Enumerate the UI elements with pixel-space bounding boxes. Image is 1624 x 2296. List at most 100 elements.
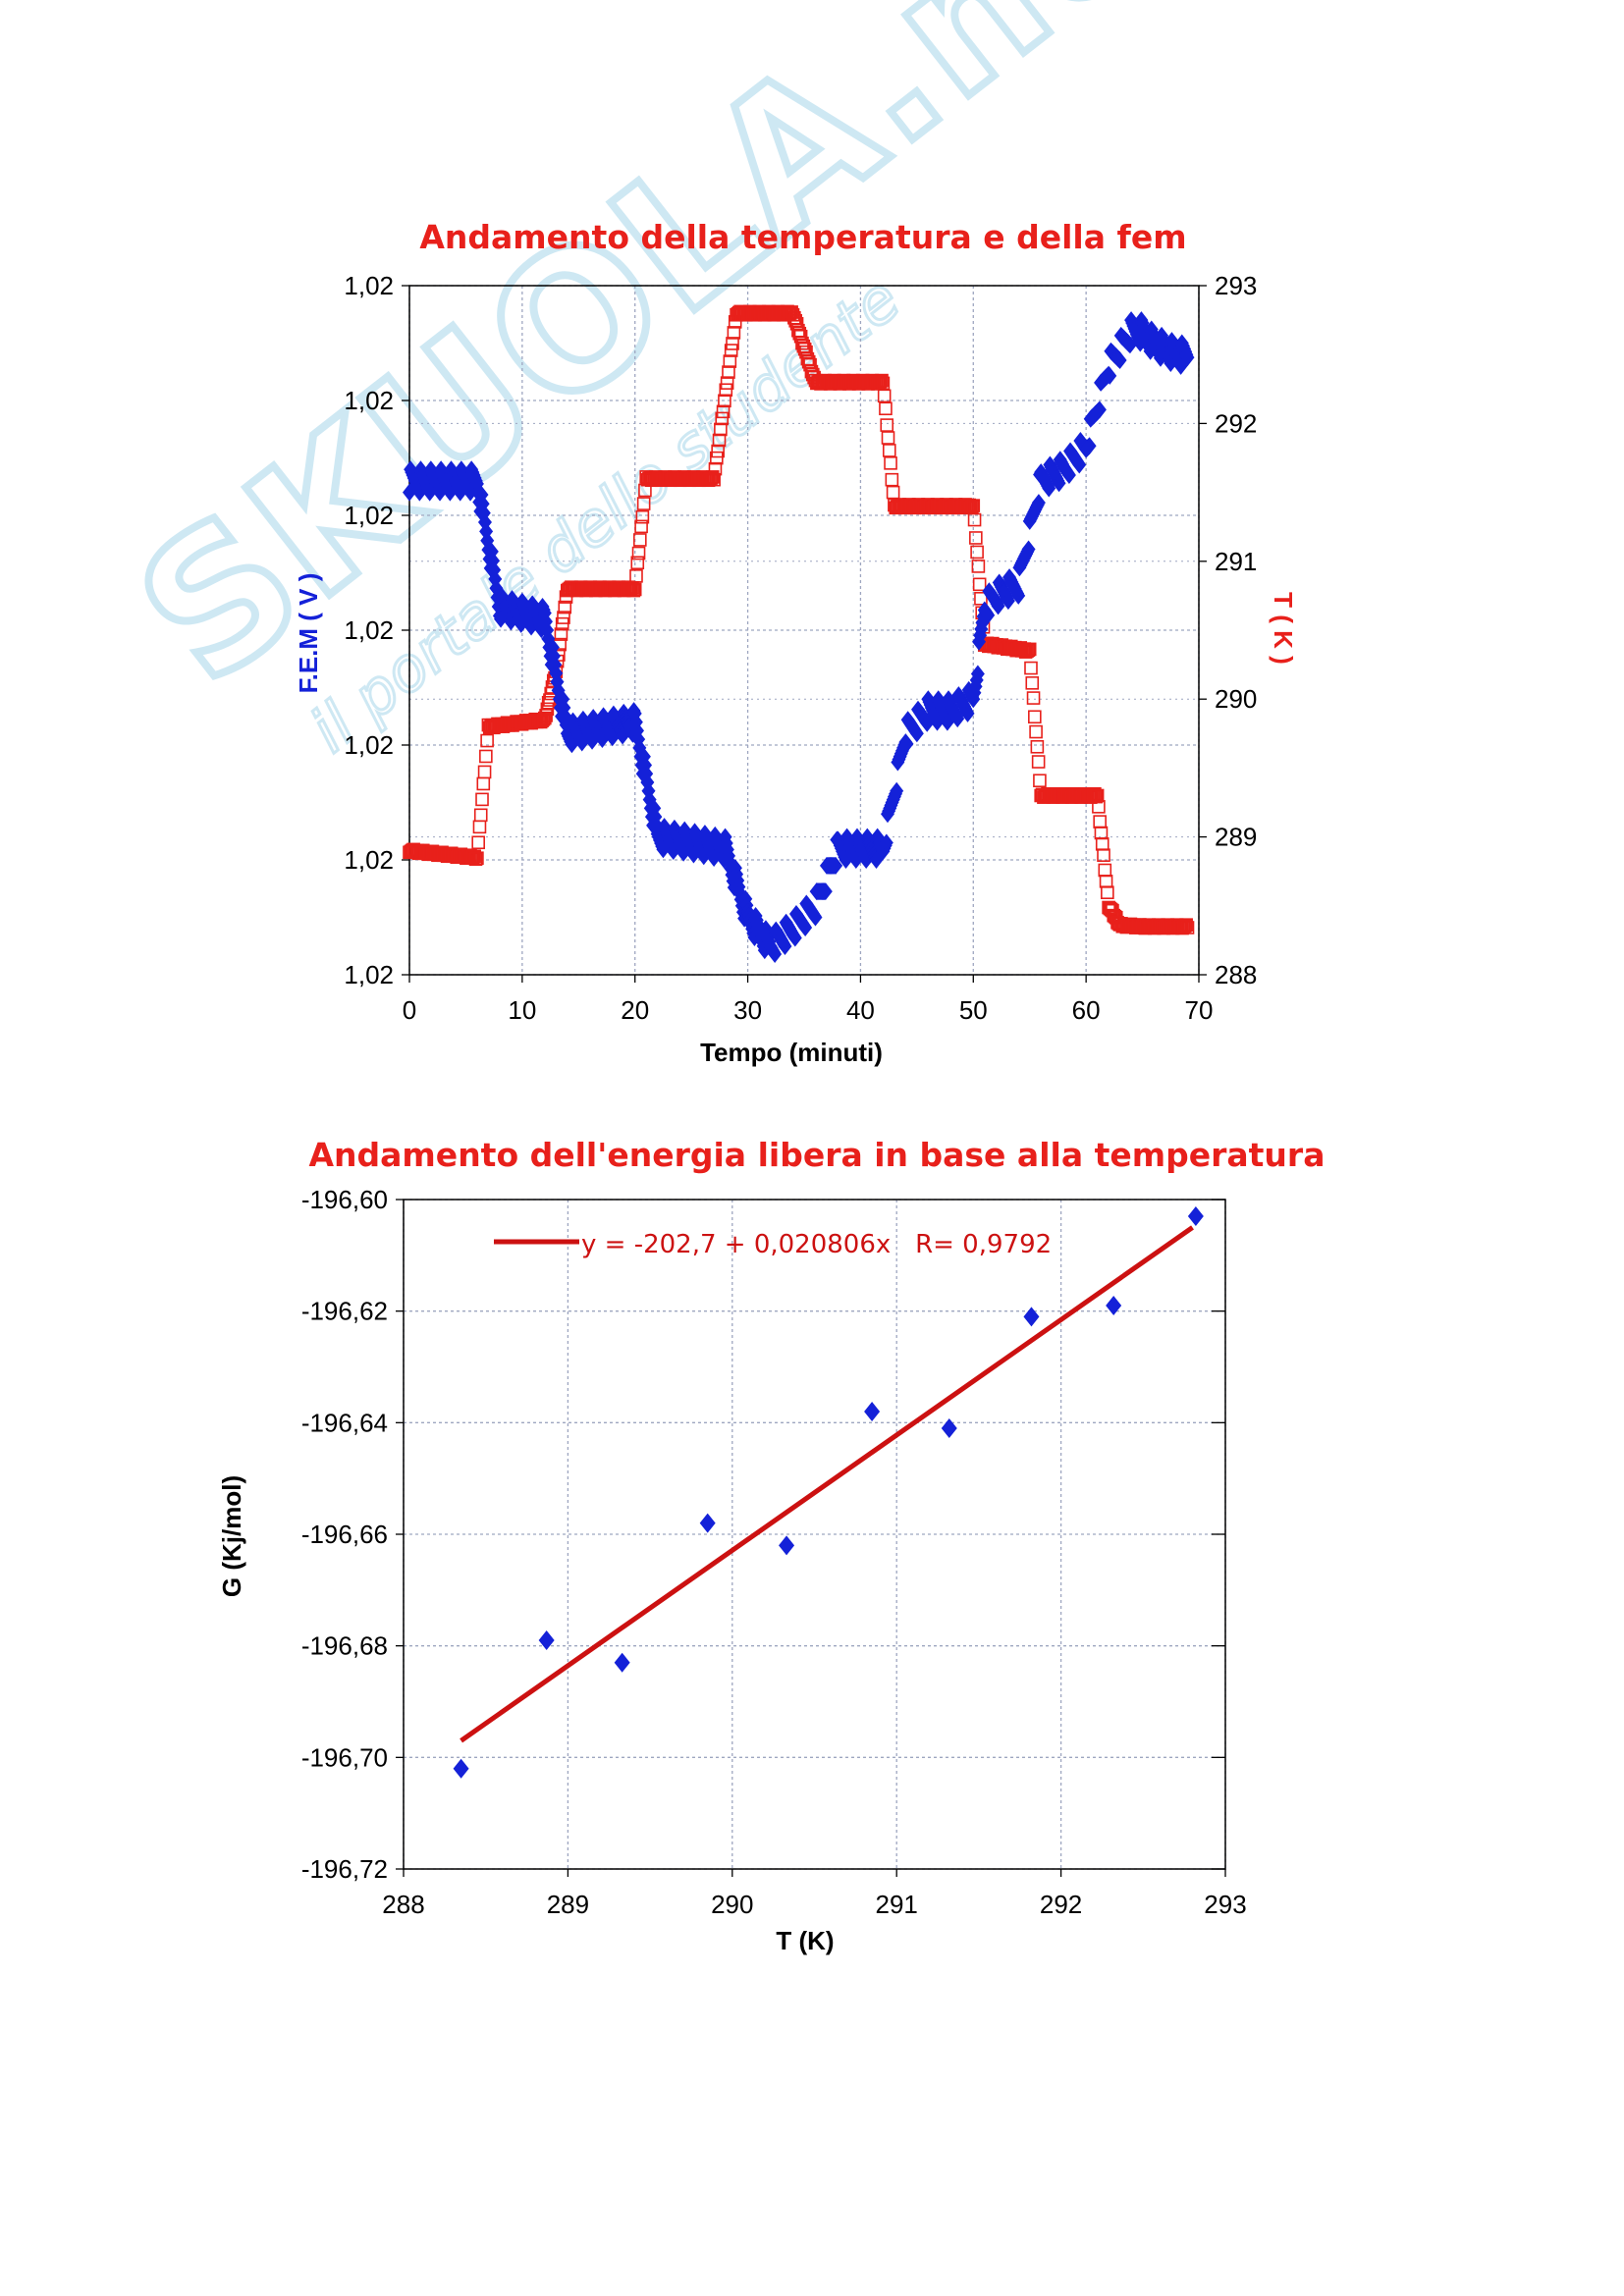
chart1-temperature-point bbox=[710, 451, 724, 465]
chart1-temperature-point bbox=[788, 313, 803, 328]
chart1-temperature-point bbox=[471, 835, 485, 850]
chart1-temperature-point bbox=[885, 472, 899, 487]
chart1-ytick-left-label: 1,02 bbox=[344, 960, 394, 989]
chart1-temperature-point bbox=[1088, 786, 1102, 801]
chart1-temperature-point bbox=[880, 418, 894, 432]
chart1-fem-point bbox=[1072, 455, 1087, 474]
chart1-fem-point bbox=[818, 882, 833, 901]
chart1-temperature-point bbox=[793, 329, 808, 344]
chart1-fem-point bbox=[494, 610, 509, 628]
chart1-ytick-right-label: 291 bbox=[1215, 547, 1257, 576]
chart1-temperature-point bbox=[1178, 919, 1192, 934]
chart1-fem-point bbox=[1042, 479, 1056, 498]
chart2-xtick-label: 289 bbox=[547, 1890, 589, 1919]
chart2-xtick-label: 290 bbox=[711, 1890, 753, 1919]
chart1-temperature-point bbox=[1031, 755, 1046, 769]
chart1-temperature-point bbox=[467, 849, 481, 864]
chart1-ytick-left-label: 1,02 bbox=[344, 271, 394, 300]
chart1-fem-point bbox=[1061, 466, 1076, 485]
chart1-xtick-label: 0 bbox=[403, 995, 416, 1025]
chart2-data-point bbox=[779, 1535, 795, 1556]
chart1-temperature-point bbox=[971, 560, 986, 573]
chart1-xtick-label: 10 bbox=[508, 995, 536, 1025]
chart1-temperature-point bbox=[541, 695, 556, 710]
chart1-temperature-point bbox=[965, 500, 979, 514]
chart1-xtick-label: 70 bbox=[1185, 995, 1214, 1025]
chart2-ytick-label: -196,68 bbox=[301, 1631, 388, 1661]
chart1-temperature-point bbox=[716, 404, 731, 419]
chart1-temperature-point bbox=[711, 444, 725, 458]
chart1-temperature-point bbox=[477, 765, 492, 779]
chart1-fem-point bbox=[1011, 586, 1026, 605]
chart1-fem-point bbox=[950, 710, 965, 728]
chart1-ytick-left-label: 1,02 bbox=[344, 501, 394, 530]
chart1-temperature-point bbox=[1025, 676, 1040, 690]
chart1-temperature-point bbox=[1026, 691, 1041, 705]
chart1-temperature-point bbox=[726, 337, 739, 350]
chart1-temperature-point bbox=[720, 376, 734, 390]
chart1-temperature-point bbox=[881, 431, 895, 445]
chart1-temperature-point bbox=[876, 376, 891, 391]
chart1-fem-point bbox=[1092, 400, 1107, 419]
chart1-temperature-point bbox=[707, 472, 721, 487]
chart1-temperature-point bbox=[468, 852, 483, 867]
chart1-fem-point bbox=[1031, 494, 1046, 512]
chart1-temperature-point bbox=[630, 556, 645, 570]
chart1-xtick-label: 60 bbox=[1072, 995, 1101, 1025]
chart1-fem-point bbox=[829, 856, 843, 875]
chart1-temperature-point bbox=[724, 344, 738, 357]
chart1-temperature-point bbox=[972, 577, 987, 592]
chart1-fem-point bbox=[778, 937, 792, 956]
chart1-temperature-point bbox=[969, 531, 983, 545]
chart1-temperature-point bbox=[1095, 837, 1110, 851]
chart1-temperature-point bbox=[536, 713, 551, 726]
chart1-ytick-left-label: 1,02 bbox=[344, 730, 394, 760]
chart1-temperature-point bbox=[1029, 724, 1043, 739]
chart2-legend-text: y = -202,7 + 0,020806x R= 0,9792 bbox=[581, 1230, 1052, 1259]
chart1-ticks: 0 10 20 30 40 50 60 70 1,02 1,02 1,02 1,02 1,02 1,02 1… bbox=[344, 271, 1257, 1025]
chart1-xtick-label: 50 bbox=[959, 995, 988, 1025]
chart1-temperature-point bbox=[538, 711, 552, 725]
chart1-temperature-point bbox=[719, 383, 733, 398]
chart1-ylabel-right: T ( K ) bbox=[1269, 592, 1298, 665]
chart2-ticks: 288 289 290 291 292 293 -196,60 -196,62 -196,64 -… bbox=[301, 1185, 1247, 1919]
chart1-temperature-point bbox=[877, 389, 892, 403]
chart1-ytick-left-label: 1,02 bbox=[344, 386, 394, 415]
chart1-temperature-point bbox=[727, 326, 741, 340]
chart1-temperature-point bbox=[803, 357, 817, 372]
chart1-fem-point bbox=[960, 704, 975, 722]
chart1-temperature-point bbox=[1180, 921, 1195, 934]
chart2-data-point bbox=[864, 1401, 881, 1421]
chart2-ytick-label: -196,72 bbox=[301, 1854, 388, 1884]
chart1-temperature-point bbox=[704, 471, 719, 485]
chart1-temperature-point bbox=[465, 850, 480, 865]
chart1-temperature-point bbox=[789, 316, 804, 331]
chart1-fem-point bbox=[808, 908, 823, 927]
chart1-temperature-point bbox=[1097, 848, 1110, 862]
chart1-fem-point bbox=[787, 929, 802, 947]
chart2-xtick-label: 288 bbox=[382, 1890, 424, 1919]
chart1-temperature-point bbox=[1099, 875, 1113, 888]
chart2-ylabel: G (Kj/mol) bbox=[217, 1475, 246, 1597]
chart1-fem-point bbox=[1103, 366, 1117, 385]
chart1-fem-point bbox=[1021, 540, 1036, 559]
chart2-xtick-label: 292 bbox=[1040, 1890, 1082, 1919]
chart1-temperature-point bbox=[558, 600, 572, 614]
chart1-temperature-point bbox=[712, 433, 727, 448]
chart1-temperature-point bbox=[480, 733, 494, 748]
chart1-temperature-point bbox=[970, 545, 984, 560]
chart1-temperature-point bbox=[631, 546, 646, 561]
chart1-fem-point bbox=[879, 833, 893, 852]
chart1-temperature-point bbox=[705, 470, 720, 484]
chart1-temperature-point bbox=[635, 509, 650, 524]
chart1-temperature-point bbox=[879, 401, 893, 416]
chart1-temperature-point bbox=[1098, 863, 1112, 878]
chart1-temperature-point bbox=[966, 499, 981, 512]
chart2-fit-line bbox=[460, 1225, 1194, 1743]
chart1-temperature-point bbox=[792, 326, 807, 341]
chart1-ylabel-left: F.E.M ( V ) bbox=[294, 573, 323, 694]
chart1-fem-point bbox=[1001, 592, 1015, 611]
chart2-data-point bbox=[1187, 1206, 1204, 1227]
chart2-xlabel: T (K) bbox=[776, 1926, 834, 1955]
